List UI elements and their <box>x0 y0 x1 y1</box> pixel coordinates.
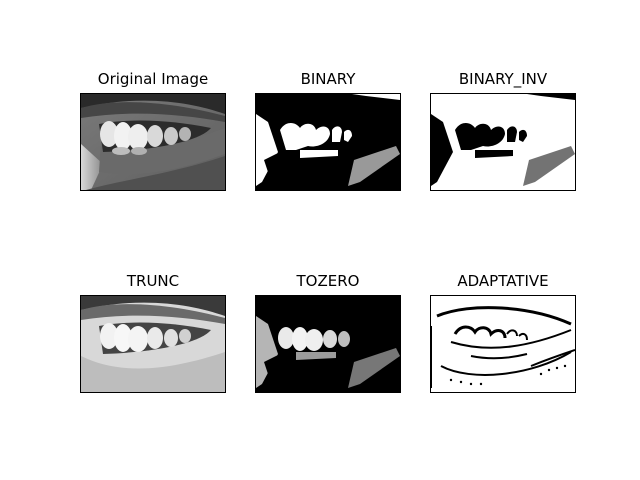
trunc-image <box>80 295 226 393</box>
panel-title: TRUNC <box>126 272 180 290</box>
panel-title: Original Image <box>97 70 209 88</box>
adaptive-image <box>430 295 576 393</box>
binary-image <box>255 93 401 191</box>
tozero-image <box>255 295 401 393</box>
panel-title: TOZERO <box>296 272 360 290</box>
original-image <box>80 93 226 191</box>
panel-title: BINARY_INV <box>458 70 548 88</box>
binary-inv-image <box>430 93 576 191</box>
panel-title: BINARY <box>300 70 356 88</box>
panel-title: ADAPTATIVE <box>457 272 549 290</box>
